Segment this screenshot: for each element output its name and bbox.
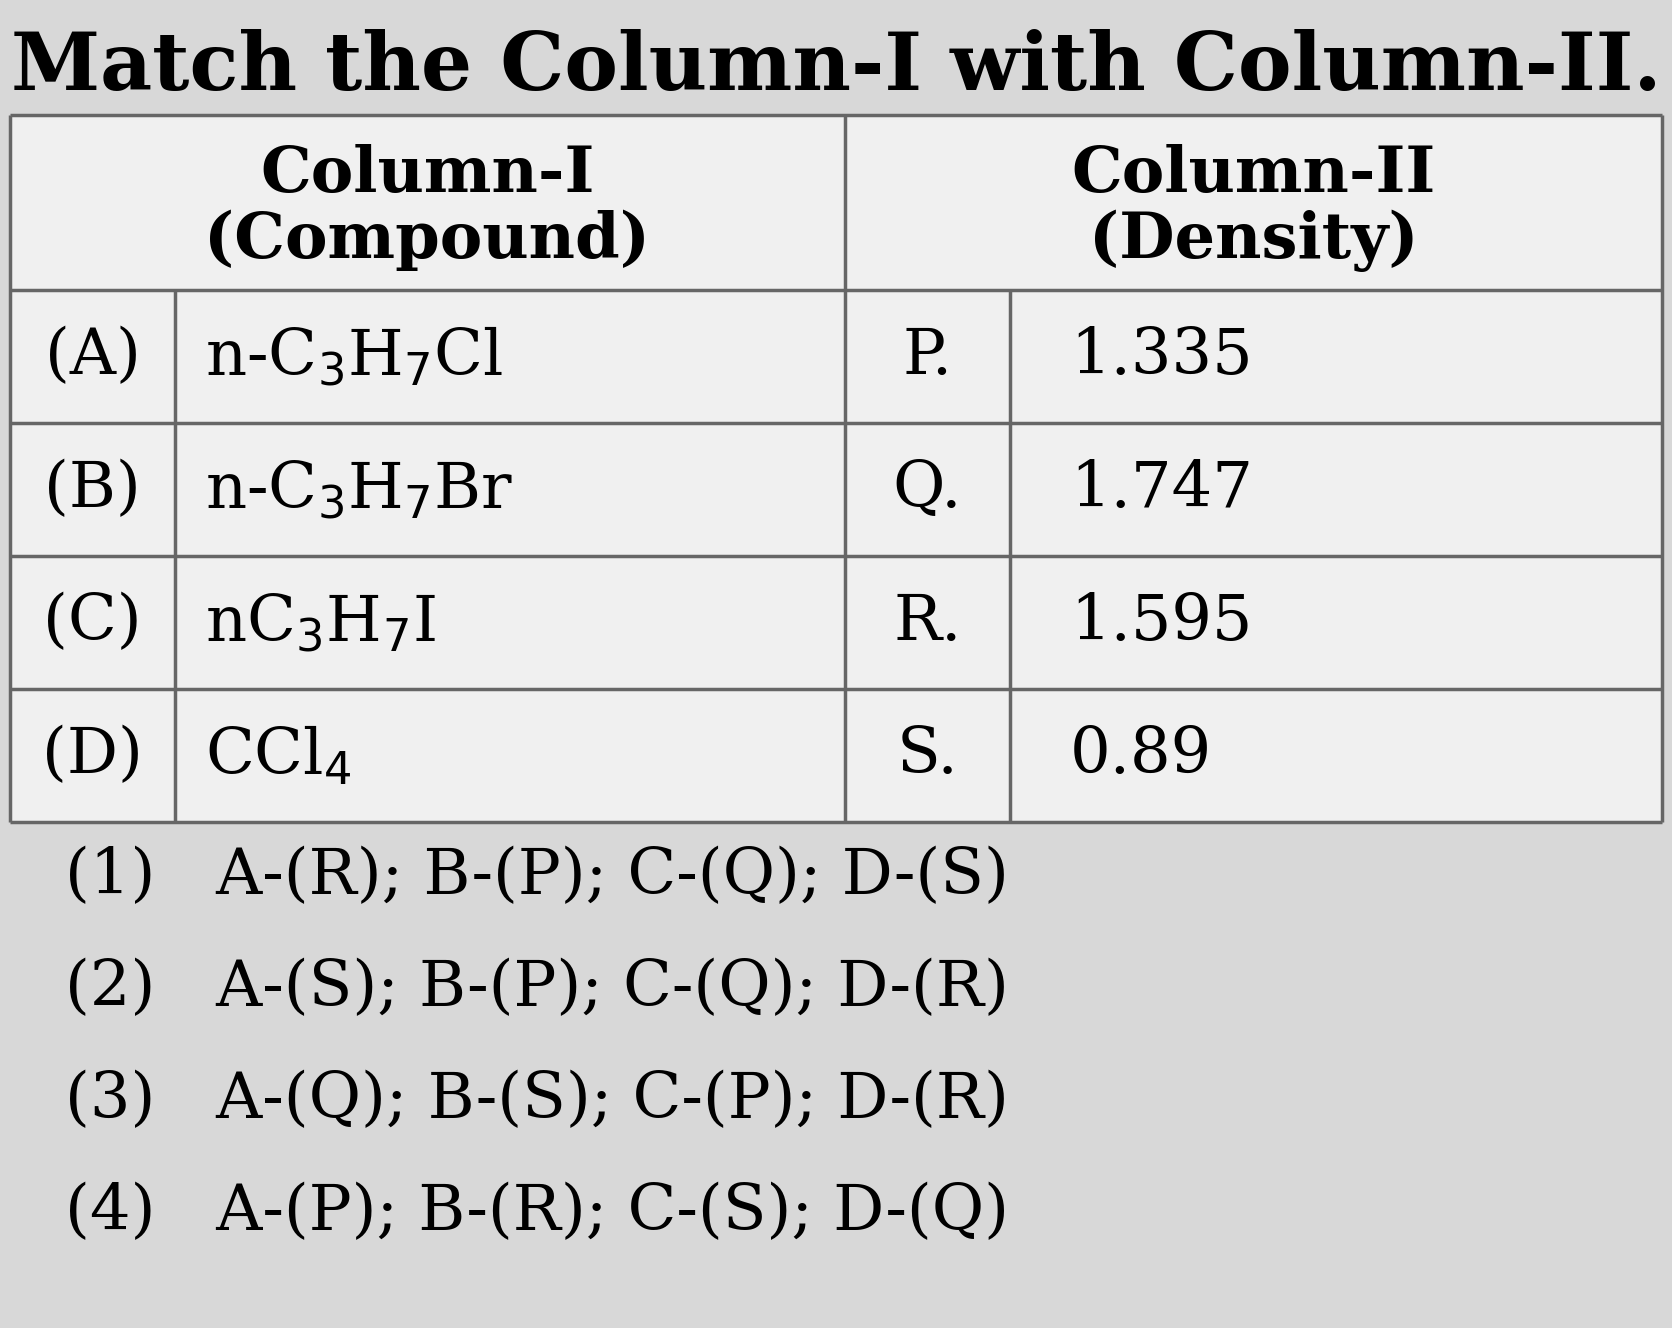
Text: (Density): (Density) (1088, 210, 1418, 272)
Text: Match the Column-I with Column-II.: Match the Column-I with Column-II. (10, 29, 1662, 108)
Text: (A): (A) (45, 325, 140, 386)
Text: n-C$_3$H$_7$Cl: n-C$_3$H$_7$Cl (206, 324, 503, 388)
Text: R.: R. (893, 592, 961, 653)
Text: (D): (D) (42, 725, 142, 786)
Text: P.: P. (903, 325, 953, 386)
Text: nC$_3$H$_7$I: nC$_3$H$_7$I (206, 591, 436, 653)
Text: (3)   A-(Q); B-(S); C-(P); D-(R): (3) A-(Q); B-(S); C-(P); D-(R) (65, 1070, 1008, 1131)
Text: (B): (B) (43, 459, 140, 521)
Text: CCl$_4$: CCl$_4$ (206, 724, 351, 788)
Text: (1)   A-(R); B-(P); C-(Q); D-(S): (1) A-(R); B-(P); C-(Q); D-(S) (65, 846, 1008, 907)
Text: Column-II: Column-II (1072, 143, 1436, 205)
Text: n-C$_3$H$_7$Br: n-C$_3$H$_7$Br (206, 458, 513, 521)
Text: (4)   A-(P); B-(R); C-(S); D-(Q): (4) A-(P); B-(R); C-(S); D-(Q) (65, 1182, 1008, 1243)
Text: 1.747: 1.747 (1070, 459, 1252, 521)
Text: S.: S. (896, 725, 958, 786)
Text: 1.595: 1.595 (1070, 592, 1252, 653)
Text: (C): (C) (43, 592, 142, 653)
Text: Column-I: Column-I (261, 143, 595, 205)
Bar (10, 116, 1662, 822)
Text: 1.335: 1.335 (1070, 325, 1252, 386)
Text: 0.89: 0.89 (1070, 725, 1212, 786)
Text: (Compound): (Compound) (204, 210, 650, 271)
Text: (2)   A-(S); B-(P); C-(Q); D-(R): (2) A-(S); B-(P); C-(Q); D-(R) (65, 959, 1008, 1020)
Text: Q.: Q. (893, 459, 963, 521)
